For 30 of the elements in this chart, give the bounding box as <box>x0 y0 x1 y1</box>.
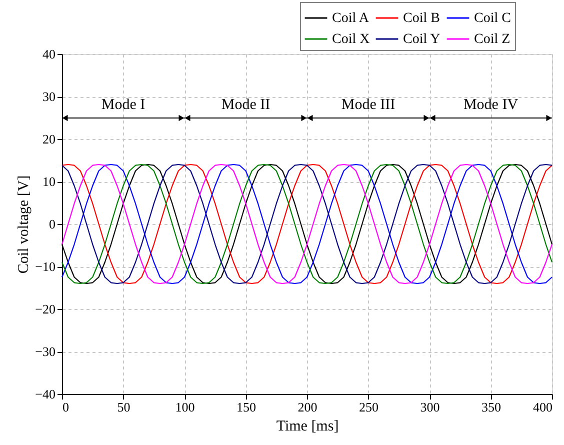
annotation: Mode III <box>341 97 396 113</box>
y-tick-label: 10 <box>42 174 56 189</box>
y-tick-label: 0 <box>49 216 56 232</box>
y-tick-label: 30 <box>42 89 56 104</box>
annotation: Mode IV <box>463 97 518 113</box>
y-tick-label: −20 <box>35 302 56 316</box>
x-tick-label: 250 <box>359 400 378 414</box>
legend-label: Coil A <box>332 11 370 26</box>
y-axis-title: Coil voltage [V] <box>16 175 32 274</box>
y-tick-label: −30 <box>35 344 56 359</box>
legend-label: Coil Z <box>474 32 510 47</box>
legend-label: Coil X <box>332 32 370 47</box>
x-tick-label: 200 <box>298 400 318 414</box>
x-axis-title: Time [ms] <box>276 418 339 434</box>
x-tick-label: 50 <box>117 400 130 414</box>
x-tick-label: 100 <box>175 400 195 414</box>
y-tick-label: 20 <box>42 132 56 146</box>
y-tick-label: −10 <box>35 259 56 274</box>
x-tick-label: 0 <box>62 400 69 414</box>
x-tick-label: 300 <box>420 400 440 414</box>
y-tick-label: 40 <box>42 46 56 62</box>
legend-label: Coil B <box>403 11 440 26</box>
annotation: Mode I <box>101 97 146 113</box>
y-tick-label: −40 <box>35 386 56 402</box>
x-tick-label: 350 <box>482 400 501 414</box>
x-tick-label: 400 <box>533 400 552 414</box>
x-tick-label: 150 <box>236 400 256 414</box>
legend-label: Coil Y <box>403 32 440 47</box>
annotation: Mode II <box>221 97 270 113</box>
legend-label: Coil C <box>474 11 511 26</box>
